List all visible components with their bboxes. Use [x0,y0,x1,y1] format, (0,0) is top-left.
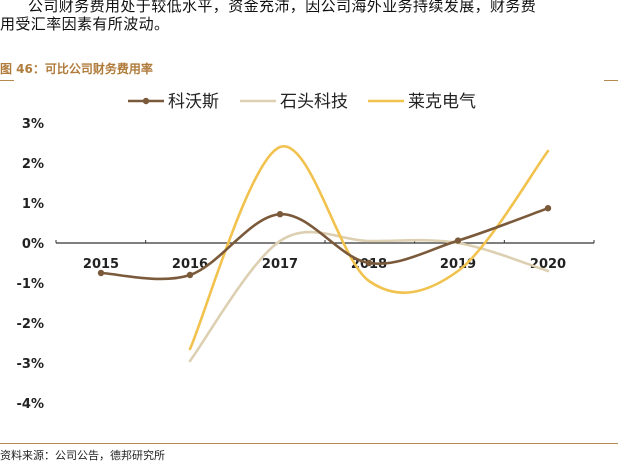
figure-top-rule-right [604,80,618,81]
x-tick-label: 2017 [262,257,298,272]
y-axis: 3% 2% 1% 0% -1% -2% -3% -4% [17,117,44,412]
series-line [188,145,550,351]
data-point [454,237,462,244]
series-2 [188,230,550,363]
x-axis: 201520162017201820192020 [55,240,595,272]
legend-item: 科沃斯 [128,92,219,112]
y-tick-label: -3% [17,357,44,372]
x-tick-label: 2016 [172,257,208,272]
chart-legend: 科沃斯 石头科技 莱克电气 [128,92,476,112]
series-line [188,230,550,363]
data-point [544,205,552,212]
intro-text-line-1: 公司财务费用处于较低水平，资金充沛，因公司海外业务持续发展，财务费 [28,0,537,15]
series-layer [97,145,552,363]
figure-source: 资料来源：公司公告，德邦研究所 [0,449,165,462]
legend-label: 石头科技 [280,92,348,112]
series-3 [188,145,550,351]
data-point [276,211,284,218]
figure-title: 图 46：可比公司财务费用率 [0,62,153,76]
series-line [99,206,550,281]
y-tick-label: 3% [22,117,44,132]
x-tick-label: 2019 [440,257,476,272]
figure-top-rule-left [0,80,14,81]
legend-label: 莱克电气 [408,92,476,112]
series-1 [97,205,552,281]
y-tick-label: -1% [17,277,44,292]
line-chart: 科沃斯 石头科技 莱克电气 3% 2% 1% 0% -1% -2% -3% -4% 2015 201… [17,92,595,412]
legend-item: 石头科技 [240,92,348,112]
x-tick-label: 2015 [83,257,119,272]
legend-marker [142,97,150,105]
y-tick-label: -4% [17,397,44,412]
figure-bottom-rule [0,443,618,444]
y-tick-label: -2% [17,317,44,332]
data-point [365,259,373,267]
intro-text-line-2: 用受汇率因素有所波动。 [0,15,170,33]
legend-label: 科沃斯 [168,92,219,112]
data-point [97,269,105,277]
y-tick-label: 2% [22,157,44,172]
data-point [186,271,194,279]
y-tick-label: 1% [22,197,44,212]
y-tick-label: 0% [22,237,44,252]
legend-item: 莱克电气 [368,92,476,112]
